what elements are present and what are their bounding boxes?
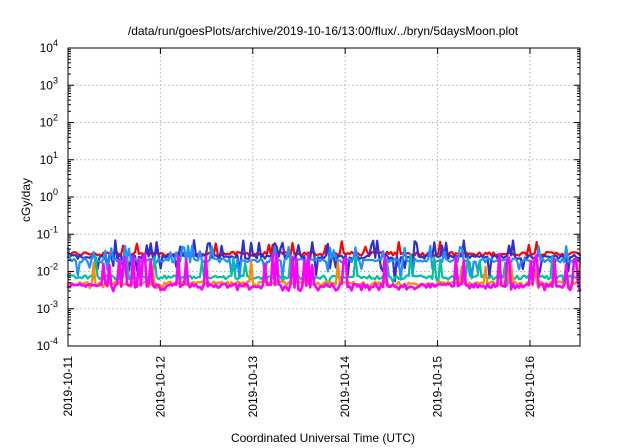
chart-title: /data/run/goesPlots/archive/2019-10-16/1… bbox=[128, 24, 519, 38]
y-axis-label: cGy/day bbox=[19, 178, 33, 222]
y-tick-label: 100 bbox=[40, 187, 58, 204]
y-tick-label: 104 bbox=[40, 38, 58, 55]
plot-frame bbox=[67, 47, 581, 347]
x-tick-label: 2019-10-16 bbox=[523, 356, 537, 418]
x-tick-label: 2019-10-15 bbox=[431, 356, 445, 418]
y-tick-label: 10-4 bbox=[37, 336, 58, 353]
y-tick-label: 102 bbox=[40, 113, 58, 130]
series-line-2 bbox=[66, 239, 582, 283]
x-tick-label: 2019-10-11 bbox=[61, 356, 75, 417]
x-tick-label: 2019-10-14 bbox=[338, 356, 352, 418]
x-axis-label: Coordinated Universal Time (UTC) bbox=[231, 431, 415, 445]
y-tick-label: 10-1 bbox=[37, 224, 58, 241]
x-tick-label: 2019-10-13 bbox=[246, 356, 260, 418]
y-tick-label: 10-2 bbox=[37, 262, 58, 279]
x-tick-label: 2019-10-12 bbox=[153, 356, 167, 418]
y-tick-label: 101 bbox=[40, 150, 58, 167]
grid bbox=[68, 48, 580, 346]
series-layer bbox=[66, 239, 582, 293]
series-line-6 bbox=[66, 252, 582, 293]
y-tick-label: 103 bbox=[40, 75, 58, 92]
y-tick-label: 10-3 bbox=[37, 299, 58, 316]
axes: 10-4 10-3 10-2 10-1 100 101 102 103 104 2019-10-1… bbox=[37, 38, 581, 418]
